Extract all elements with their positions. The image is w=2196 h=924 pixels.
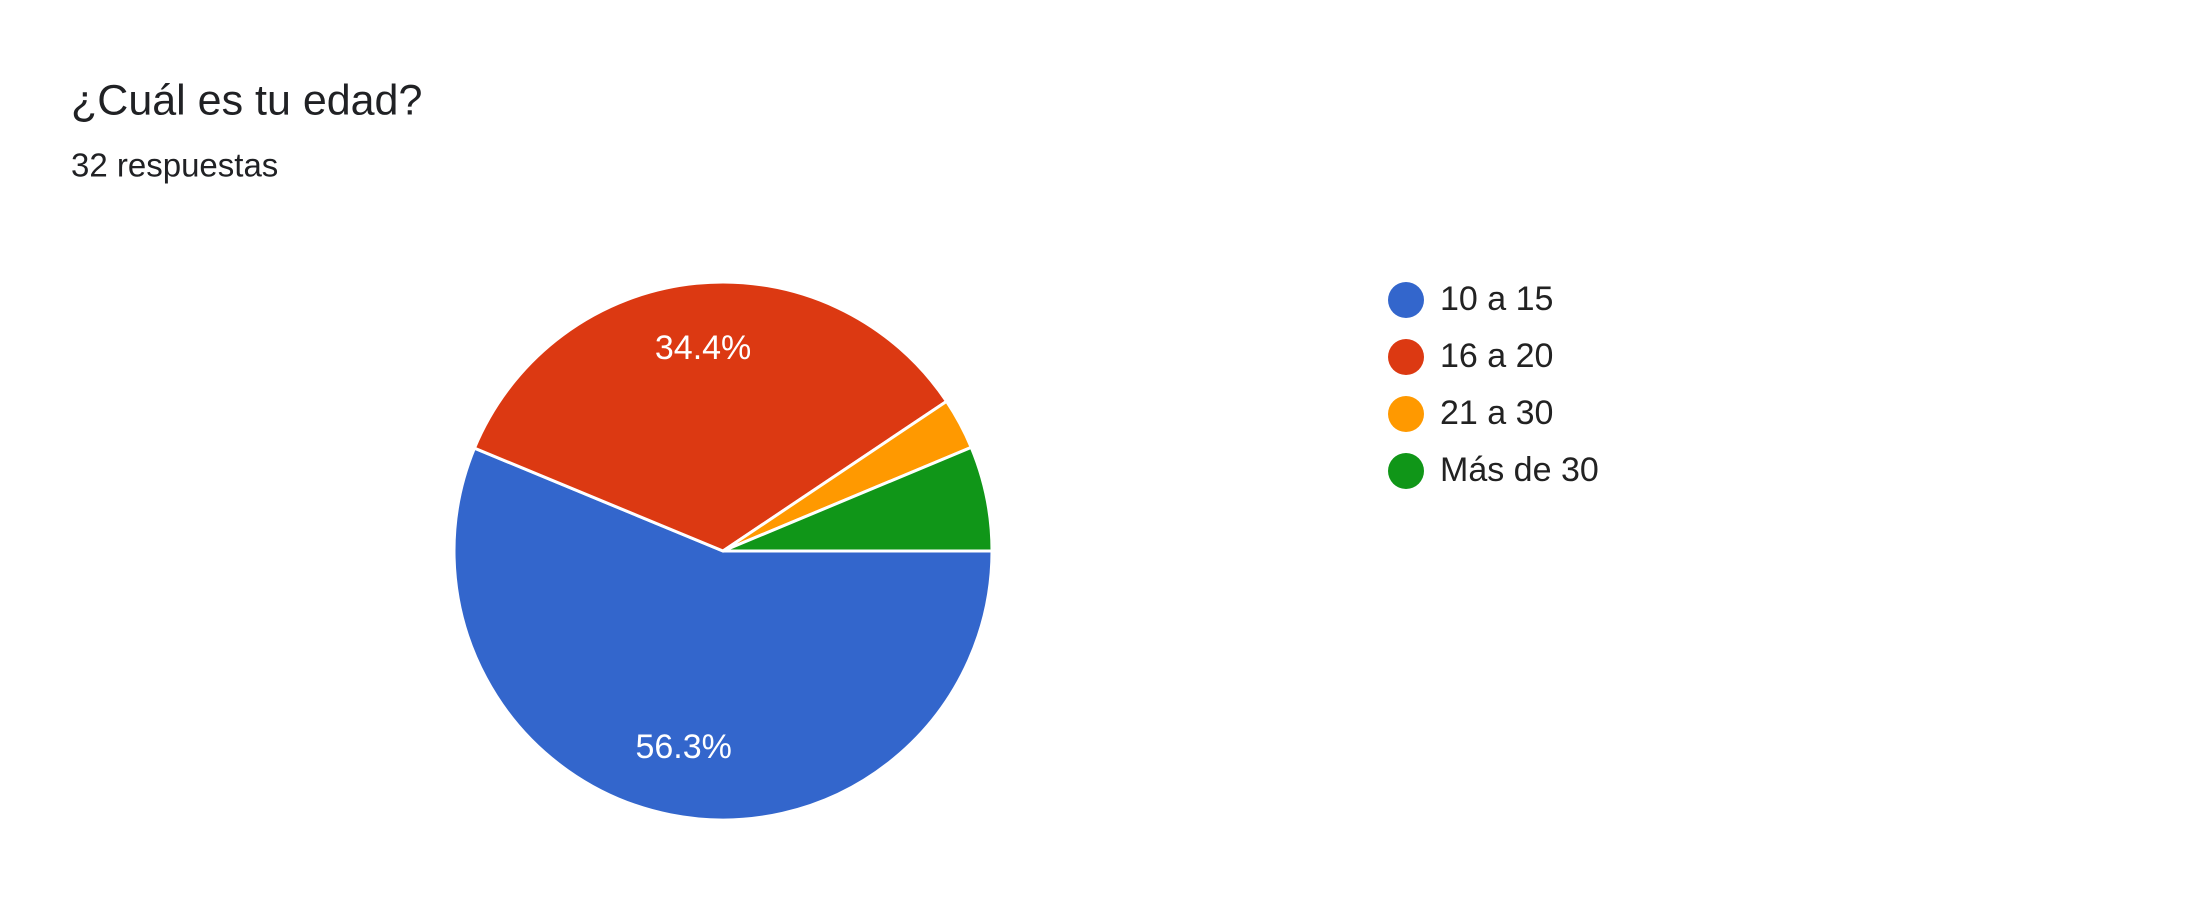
legend-text: 10 a 15 bbox=[1440, 280, 1553, 318]
chart-subtitle: 32 respuestas bbox=[71, 147, 278, 184]
legend-swatch bbox=[1388, 396, 1424, 432]
legend-text: 16 a 20 bbox=[1440, 337, 1553, 375]
pie-slice bbox=[452, 446, 994, 822]
legend-swatch bbox=[1388, 339, 1424, 375]
pie-slice bbox=[472, 280, 949, 553]
slice-label: 56.3% bbox=[635, 728, 731, 766]
legend-swatch bbox=[1388, 453, 1424, 489]
legend-text: 21 a 30 bbox=[1440, 394, 1553, 432]
legend-swatch bbox=[1388, 282, 1424, 318]
pie-slice bbox=[722, 445, 994, 553]
chart-title: ¿Cuál es tu edad? bbox=[71, 76, 422, 124]
slice-label: 34.4% bbox=[655, 329, 751, 367]
legend-text: Más de 30 bbox=[1440, 451, 1599, 489]
